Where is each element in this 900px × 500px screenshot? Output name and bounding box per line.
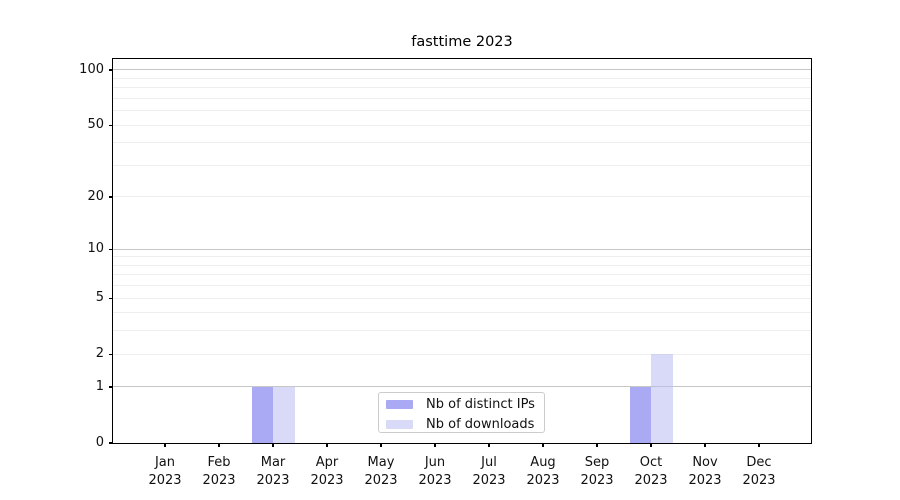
y-tick-label: 50 [87, 117, 104, 133]
x-tick-year: 2023 [256, 472, 290, 488]
y-gridline-minor [113, 142, 811, 144]
y-tick-label: 2 [95, 346, 104, 362]
y-tick-label: 100 [79, 61, 104, 77]
y-tick-label: 1 [95, 378, 104, 394]
x-tick-year: 2023 [418, 472, 452, 488]
y-gridline-minor [113, 285, 811, 287]
bar-nb-of-distinct-ips-oct [629, 386, 651, 443]
y-tick-label: 5 [95, 290, 104, 306]
x-tick-mark [326, 443, 328, 447]
x-tick-year: 2023 [148, 472, 182, 488]
y-gridline-minor [113, 297, 811, 299]
x-tick-label-jan: Jan 2023 [133, 454, 197, 489]
x-tick-mark [434, 443, 436, 447]
y-tick-label: 0 [95, 435, 104, 450]
x-tick-month: Oct [639, 455, 663, 470]
bar-nb-of-distinct-ips-mar [251, 386, 273, 443]
x-tick-month: Jul [481, 455, 497, 470]
x-tick-mark [380, 443, 382, 447]
x-tick-year: 2023 [310, 472, 344, 488]
y-tick-label: 10 [87, 241, 104, 257]
y-gridline-minor [113, 164, 811, 166]
x-tick-label-oct: Oct 2023 [619, 454, 683, 489]
y-gridline-minor [113, 274, 811, 276]
y-tick-label: 20 [87, 188, 104, 204]
y-gridline-minor [113, 330, 811, 332]
x-tick-year: 2023 [634, 472, 668, 488]
y-gridline-major [113, 69, 811, 71]
chart-title: fasttime 2023 [411, 34, 513, 50]
legend-label-distinct-ips: Nb of distinct IPs [426, 397, 535, 412]
bar-nb-of-downloads-oct [651, 354, 673, 443]
legend-swatch-downloads [386, 420, 413, 429]
y-tick-mark [109, 69, 113, 71]
x-tick-month: Aug [530, 455, 556, 470]
y-tick-mark [109, 386, 113, 388]
x-tick-mark [164, 443, 166, 447]
x-tick-label-nov: Nov 2023 [673, 454, 737, 489]
x-tick-year: 2023 [580, 472, 614, 488]
x-tick-mark [596, 443, 598, 447]
x-tick-year: 2023 [526, 472, 560, 488]
y-gridline-minor [113, 196, 811, 198]
x-tick-mark [542, 443, 544, 447]
x-tick-mark [218, 443, 220, 447]
x-tick-label-may: May 2023 [349, 454, 413, 489]
y-gridline-major [113, 386, 811, 388]
y-gridline-minor [113, 87, 811, 89]
y-tick-mark [109, 124, 113, 126]
y-gridline-major [113, 248, 811, 250]
x-tick-year: 2023 [472, 472, 506, 488]
y-gridline-minor [113, 312, 811, 314]
y-gridline-minor [113, 256, 811, 258]
x-tick-mark [488, 443, 490, 447]
y-gridline-minor [113, 77, 811, 79]
y-gridline-minor [113, 110, 811, 112]
y-gridline-minor [113, 124, 811, 126]
x-tick-month: Sep [584, 455, 610, 470]
y-tick-mark [109, 297, 113, 299]
x-tick-year: 2023 [688, 472, 722, 488]
x-tick-year: 2023 [364, 472, 398, 488]
x-tick-mark [650, 443, 652, 447]
y-gridline-minor [113, 264, 811, 266]
y-tick-mark [109, 442, 113, 444]
x-tick-label-sep: Sep 2023 [565, 454, 629, 489]
x-tick-month: Feb [207, 455, 231, 470]
x-tick-month: Apr [315, 455, 339, 470]
legend-row-downloads: Nb of downloads [379, 416, 544, 433]
legend-swatch-distinct-ips [386, 400, 413, 409]
x-tick-label-dec: Dec 2023 [727, 454, 791, 489]
x-tick-month: Jan [154, 455, 176, 470]
x-tick-year: 2023 [742, 472, 776, 488]
y-gridline-minor [113, 353, 811, 355]
bar-nb-of-downloads-mar [273, 386, 295, 443]
x-tick-month: Mar [260, 455, 286, 470]
x-tick-month: Nov [692, 455, 718, 470]
x-tick-label-jul: Jul 2023 [457, 454, 521, 489]
x-tick-label-mar: Mar 2023 [241, 454, 305, 489]
x-tick-mark [704, 443, 706, 447]
legend: Nb of distinct IPs Nb of downloads [378, 392, 545, 433]
y-tick-mark [109, 196, 113, 198]
x-tick-label-feb: Feb 2023 [187, 454, 251, 489]
y-tick-mark [109, 353, 113, 355]
legend-label-downloads: Nb of downloads [426, 417, 535, 432]
x-tick-mark [272, 443, 274, 447]
x-tick-label-apr: Apr 2023 [295, 454, 359, 489]
x-tick-label-jun: Jun 2023 [403, 454, 467, 489]
x-tick-month: Jun [424, 455, 446, 470]
y-gridline-minor [113, 97, 811, 99]
x-tick-mark [758, 443, 760, 447]
plot-area [112, 58, 812, 444]
y-tick-mark [109, 248, 113, 250]
x-tick-year: 2023 [202, 472, 236, 488]
x-tick-label-aug: Aug 2023 [511, 454, 575, 489]
legend-row-distinct-ips: Nb of distinct IPs [379, 396, 544, 413]
x-tick-month: May [367, 455, 395, 470]
x-tick-month: Dec [746, 455, 772, 470]
